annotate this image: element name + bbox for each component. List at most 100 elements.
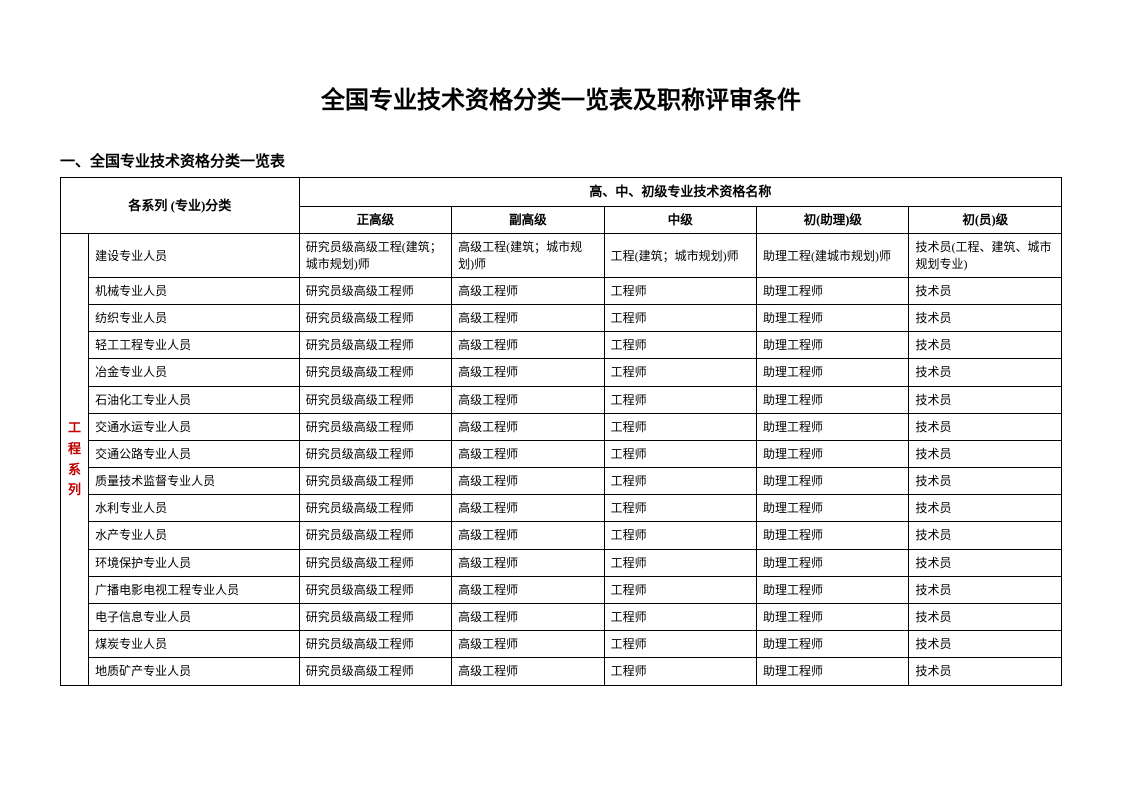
table-row: 冶金专业人员研究员级高级工程师高级工程师工程师助理工程师技术员 [61, 359, 1062, 386]
header-level-0: 正高级 [299, 206, 451, 234]
header-level-3: 初(助理)级 [757, 206, 909, 234]
table-row: 轻工工程专业人员研究员级高级工程师高级工程师工程师助理工程师技术员 [61, 332, 1062, 359]
level-cell: 研究员级高级工程(建筑；城市规划)师 [299, 234, 451, 277]
level-cell: 工程师 [604, 631, 756, 658]
level-cell: 技术员 [909, 440, 1062, 467]
level-cell: 技术员 [909, 631, 1062, 658]
spec-cell: 建设专业人员 [89, 234, 300, 277]
table-row: 质量技术监督专业人员研究员级高级工程师高级工程师工程师助理工程师技术员 [61, 468, 1062, 495]
level-cell: 工程师 [604, 522, 756, 549]
table-body: 工程系列建设专业人员研究员级高级工程(建筑；城市规划)师高级工程(建筑；城市规划… [61, 234, 1062, 685]
level-cell: 工程师 [604, 359, 756, 386]
level-cell: 高级工程师 [452, 549, 604, 576]
level-cell: 工程师 [604, 495, 756, 522]
qualification-table: 各系列 (专业)分类 高、中、初级专业技术资格名称 正高级副高级中级初(助理)级… [60, 177, 1062, 686]
level-cell: 研究员级高级工程师 [299, 468, 451, 495]
header-level-1: 副高级 [452, 206, 604, 234]
table-row: 环境保护专业人员研究员级高级工程师高级工程师工程师助理工程师技术员 [61, 549, 1062, 576]
table-row: 机械专业人员研究员级高级工程师高级工程师工程师助理工程师技术员 [61, 277, 1062, 304]
table-row: 工程系列建设专业人员研究员级高级工程(建筑；城市规划)师高级工程(建筑；城市规划… [61, 234, 1062, 277]
table-row: 交通水运专业人员研究员级高级工程师高级工程师工程师助理工程师技术员 [61, 413, 1062, 440]
level-cell: 高级工程师 [452, 440, 604, 467]
level-cell: 高级工程师 [452, 658, 604, 685]
level-cell: 助理工程师 [757, 332, 909, 359]
spec-cell: 煤炭专业人员 [89, 631, 300, 658]
level-cell: 研究员级高级工程师 [299, 386, 451, 413]
level-cell: 技术员 [909, 658, 1062, 685]
level-cell: 高级工程师 [452, 604, 604, 631]
header-series: 各系列 (专业)分类 [61, 178, 300, 234]
level-cell: 工程师 [604, 386, 756, 413]
spec-cell: 地质矿产专业人员 [89, 658, 300, 685]
spec-cell: 水利专业人员 [89, 495, 300, 522]
spec-cell: 交通公路专业人员 [89, 440, 300, 467]
level-cell: 助理工程师 [757, 413, 909, 440]
spec-cell: 电子信息专业人员 [89, 604, 300, 631]
header-level-2: 中级 [604, 206, 756, 234]
table-row: 石油化工专业人员研究员级高级工程师高级工程师工程师助理工程师技术员 [61, 386, 1062, 413]
level-cell: 助理工程师 [757, 604, 909, 631]
level-cell: 助理工程师 [757, 576, 909, 603]
level-cell: 助理工程师 [757, 549, 909, 576]
table-row: 广播电影电视工程专业人员研究员级高级工程师高级工程师工程师助理工程师技术员 [61, 576, 1062, 603]
level-cell: 工程师 [604, 332, 756, 359]
level-cell: 助理工程师 [757, 304, 909, 331]
level-cell: 助理工程师 [757, 468, 909, 495]
level-cell: 高级工程师 [452, 413, 604, 440]
level-cell: 技术员 [909, 386, 1062, 413]
level-cell: 高级工程师 [452, 304, 604, 331]
table-row: 水利专业人员研究员级高级工程师高级工程师工程师助理工程师技术员 [61, 495, 1062, 522]
level-cell: 研究员级高级工程师 [299, 304, 451, 331]
level-cell: 研究员级高级工程师 [299, 549, 451, 576]
spec-cell: 广播电影电视工程专业人员 [89, 576, 300, 603]
level-cell: 研究员级高级工程师 [299, 604, 451, 631]
section-heading: 一、全国专业技术资格分类一览表 [60, 150, 1062, 171]
spec-cell: 轻工工程专业人员 [89, 332, 300, 359]
level-cell: 助理工程师 [757, 386, 909, 413]
level-cell: 技术员 [909, 522, 1062, 549]
level-cell: 助理工程师 [757, 359, 909, 386]
level-cell: 技术员 [909, 332, 1062, 359]
level-cell: 技术员 [909, 277, 1062, 304]
table-row: 煤炭专业人员研究员级高级工程师高级工程师工程师助理工程师技术员 [61, 631, 1062, 658]
level-cell: 助理工程师 [757, 277, 909, 304]
level-cell: 高级工程师 [452, 495, 604, 522]
level-cell: 技术员 [909, 468, 1062, 495]
level-cell: 工程师 [604, 658, 756, 685]
level-cell: 高级工程师 [452, 277, 604, 304]
level-cell: 研究员级高级工程师 [299, 631, 451, 658]
table-row: 纺织专业人员研究员级高级工程师高级工程师工程师助理工程师技术员 [61, 304, 1062, 331]
level-cell: 高级工程(建筑；城市规划)师 [452, 234, 604, 277]
level-cell: 助理工程师 [757, 440, 909, 467]
level-cell: 工程师 [604, 549, 756, 576]
level-cell: 高级工程师 [452, 522, 604, 549]
level-cell: 工程师 [604, 413, 756, 440]
level-cell: 研究员级高级工程师 [299, 522, 451, 549]
level-cell: 研究员级高级工程师 [299, 332, 451, 359]
level-cell: 技术员 [909, 359, 1062, 386]
spec-cell: 纺织专业人员 [89, 304, 300, 331]
table-row: 水产专业人员研究员级高级工程师高级工程师工程师助理工程师技术员 [61, 522, 1062, 549]
level-cell: 研究员级高级工程师 [299, 576, 451, 603]
level-cell: 助理工程师 [757, 631, 909, 658]
spec-cell: 机械专业人员 [89, 277, 300, 304]
spec-cell: 石油化工专业人员 [89, 386, 300, 413]
level-cell: 高级工程师 [452, 386, 604, 413]
level-cell: 高级工程师 [452, 359, 604, 386]
level-cell: 助理工程(建城市规划)师 [757, 234, 909, 277]
level-cell: 技术员 [909, 413, 1062, 440]
level-cell: 工程师 [604, 304, 756, 331]
spec-cell: 质量技术监督专业人员 [89, 468, 300, 495]
level-cell: 助理工程师 [757, 495, 909, 522]
spec-cell: 交通水运专业人员 [89, 413, 300, 440]
level-cell: 技术员 [909, 576, 1062, 603]
header-level-4: 初(员)级 [909, 206, 1062, 234]
level-cell: 研究员级高级工程师 [299, 359, 451, 386]
level-cell: 工程师 [604, 576, 756, 603]
header-levels-span: 高、中、初级专业技术资格名称 [299, 178, 1061, 207]
level-cell: 研究员级高级工程师 [299, 277, 451, 304]
level-cell: 助理工程师 [757, 658, 909, 685]
table-row: 交通公路专业人员研究员级高级工程师高级工程师工程师助理工程师技术员 [61, 440, 1062, 467]
level-cell: 工程(建筑；城市规划)师 [604, 234, 756, 277]
level-cell: 研究员级高级工程师 [299, 440, 451, 467]
